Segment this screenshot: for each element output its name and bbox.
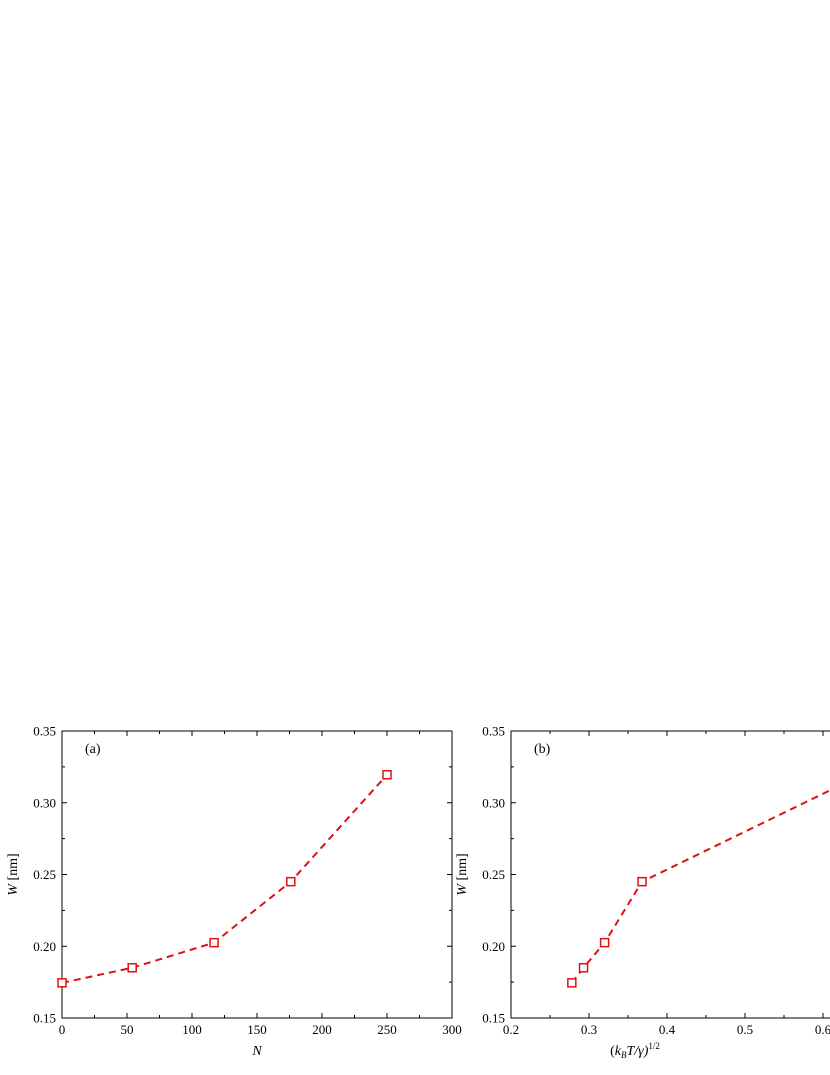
y-axis-title: W [nm]: [6, 853, 21, 895]
x-tick-label: 0.6: [815, 1022, 830, 1037]
x-tick-label: 50: [121, 1022, 134, 1037]
x-axis-title: N: [251, 1044, 262, 1059]
series-line: [61, 774, 388, 984]
data-point: [209, 937, 219, 948]
y-tick-label: 0.20: [33, 939, 56, 954]
y-tick-label: 0.15: [482, 1011, 505, 1026]
x-tick-label: 150: [247, 1022, 267, 1037]
data-point: [637, 876, 647, 887]
plot-frame: [510, 730, 830, 1019]
data-point: [567, 978, 577, 988]
x-axis-rest: T/γ): [627, 1044, 649, 1059]
y-tick-label: 0.35: [33, 724, 56, 739]
x-tick-label: 300: [442, 1022, 462, 1037]
data-point: [382, 770, 392, 780]
x-tick-label: 0.4: [659, 1022, 676, 1037]
y-axis-symbol: W: [455, 883, 470, 896]
panel-label: (b): [534, 742, 551, 757]
panel-b: 0.15 0.20 0.25 0.30 0.35 0.2 0.3 0.4 0.5 0.6 (b) W …: [455, 724, 830, 1060]
x-axis-k: k: [615, 1044, 622, 1059]
data-point: [57, 978, 67, 988]
y-tick-label: 0.20: [482, 939, 505, 954]
y-tick-label: 0.35: [482, 724, 505, 739]
y-axis-title: W [nm]: [455, 853, 470, 895]
x-axis-sub: B: [621, 1050, 627, 1060]
x-axis-symbol: N: [251, 1044, 262, 1059]
y-tick-label: 0.25: [33, 867, 56, 882]
series-line: [571, 789, 830, 984]
panel-a: 0.15 0.20 0.25 0.30 0.35 0 50 100 150 200 250 300 (a…: [6, 724, 462, 1060]
x-tick-label: 250: [377, 1022, 397, 1037]
y-tick-label: 0.30: [482, 795, 505, 810]
y-axis-unit: [nm]: [455, 853, 470, 884]
data-point: [599, 937, 610, 948]
data-point: [127, 963, 137, 973]
x-tick-label: 0: [59, 1022, 66, 1037]
x-tick-label: 0.2: [503, 1022, 519, 1037]
y-axis-symbol: W: [6, 883, 21, 896]
plot-frame: [61, 730, 453, 1019]
x-axis-title: (kBT/γ)1/2: [610, 1041, 660, 1060]
panel-label: (a): [85, 742, 101, 757]
x-tick-label: 0.3: [581, 1022, 597, 1037]
x-tick-label: 200: [312, 1022, 332, 1037]
x-tick-label: 100: [182, 1022, 202, 1037]
x-axis-sup: 1/2: [648, 1041, 660, 1051]
x-tick-label: 0.5: [737, 1022, 753, 1037]
y-axis-unit: [nm]: [6, 853, 21, 884]
y-tick-label: 0.30: [33, 795, 56, 810]
x-axis-open: (: [610, 1044, 615, 1059]
data-point: [286, 876, 296, 887]
y-tick-label: 0.25: [482, 867, 505, 882]
y-tick-label: 0.15: [33, 1011, 56, 1026]
data-point: [578, 963, 589, 973]
